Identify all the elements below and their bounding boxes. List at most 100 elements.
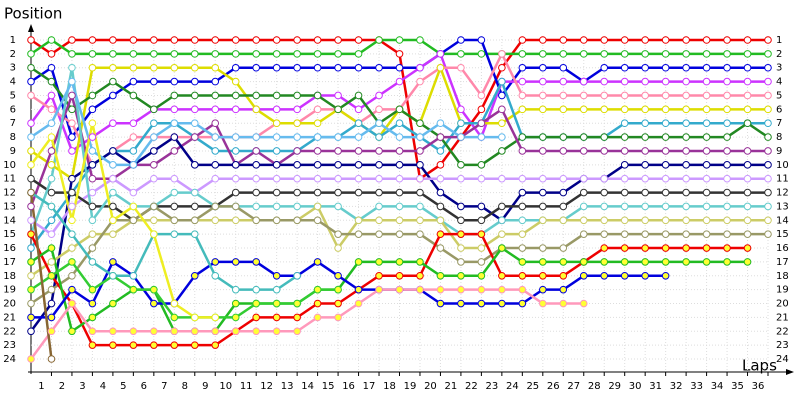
point (395, 271, 404, 280)
point (620, 119, 629, 128)
point (641, 202, 649, 211)
point (620, 63, 629, 72)
point (518, 244, 527, 252)
x-tick-label: 13 (281, 381, 294, 392)
point (498, 119, 506, 128)
point (252, 258, 260, 266)
point (293, 299, 301, 308)
point (641, 258, 649, 266)
point (211, 161, 220, 169)
point (395, 230, 404, 238)
point (109, 119, 117, 128)
point (27, 313, 35, 322)
point (661, 174, 670, 183)
point (252, 327, 260, 336)
point (457, 258, 465, 266)
point (88, 161, 97, 169)
point (416, 271, 424, 280)
point (47, 147, 56, 155)
point (211, 77, 220, 86)
y-tick-label: 1 (10, 35, 16, 46)
point (702, 161, 711, 169)
point (313, 299, 322, 308)
point (395, 119, 404, 128)
point (231, 188, 240, 197)
point (661, 258, 670, 266)
point (477, 202, 486, 211)
point (498, 91, 506, 100)
point (109, 188, 117, 197)
point (170, 119, 179, 128)
point (395, 188, 404, 197)
point (375, 161, 383, 169)
point (723, 147, 731, 155)
y-tick-label-right: 3 (776, 63, 782, 74)
point (457, 244, 465, 252)
point (170, 133, 179, 141)
y-tick-label: 3 (10, 63, 16, 74)
point (559, 244, 568, 252)
x-tick-label: 19 (404, 381, 417, 392)
point (702, 230, 711, 238)
point (702, 202, 711, 211)
point (559, 285, 568, 294)
point (375, 91, 383, 100)
point (88, 299, 97, 308)
point (190, 77, 199, 86)
point (682, 174, 690, 183)
point (150, 230, 158, 238)
point (211, 63, 220, 72)
point (436, 230, 445, 238)
point (641, 161, 649, 169)
point (743, 77, 752, 86)
point (477, 119, 486, 128)
y-tick-label-right: 16 (776, 243, 789, 254)
point (723, 119, 731, 128)
point (231, 105, 240, 114)
point (272, 147, 281, 155)
point (170, 230, 179, 238)
point (47, 258, 56, 266)
point (252, 147, 260, 155)
point (293, 133, 301, 141)
point (334, 161, 342, 169)
point (661, 271, 670, 280)
point (68, 63, 76, 72)
point (764, 133, 772, 141)
point (231, 147, 240, 155)
point (293, 174, 301, 183)
y-tick-label: 5 (10, 90, 16, 101)
point (375, 63, 383, 72)
point (354, 258, 363, 266)
y-tick-label-right: 23 (776, 340, 789, 351)
point (620, 174, 629, 183)
point (416, 36, 424, 44)
point (764, 77, 772, 86)
point (395, 77, 404, 86)
point (252, 174, 260, 183)
point (743, 230, 752, 238)
point (27, 50, 35, 58)
point (211, 258, 220, 266)
point (498, 216, 506, 225)
x-tick-label: 27 (567, 381, 580, 392)
point (88, 174, 97, 183)
point (88, 36, 97, 44)
point (211, 327, 220, 336)
point (579, 77, 588, 86)
x-tick-label: 31 (649, 381, 662, 392)
point (190, 119, 199, 128)
point (150, 161, 158, 169)
point (211, 271, 220, 280)
point (88, 285, 97, 294)
point (641, 63, 649, 72)
y-tick-label: 22 (3, 326, 16, 337)
y-tick-label-right: 20 (776, 299, 789, 310)
point (334, 63, 342, 72)
point (559, 299, 568, 308)
point (539, 285, 547, 294)
point (559, 188, 568, 197)
point (313, 161, 322, 169)
point (723, 133, 731, 141)
point (27, 147, 35, 155)
